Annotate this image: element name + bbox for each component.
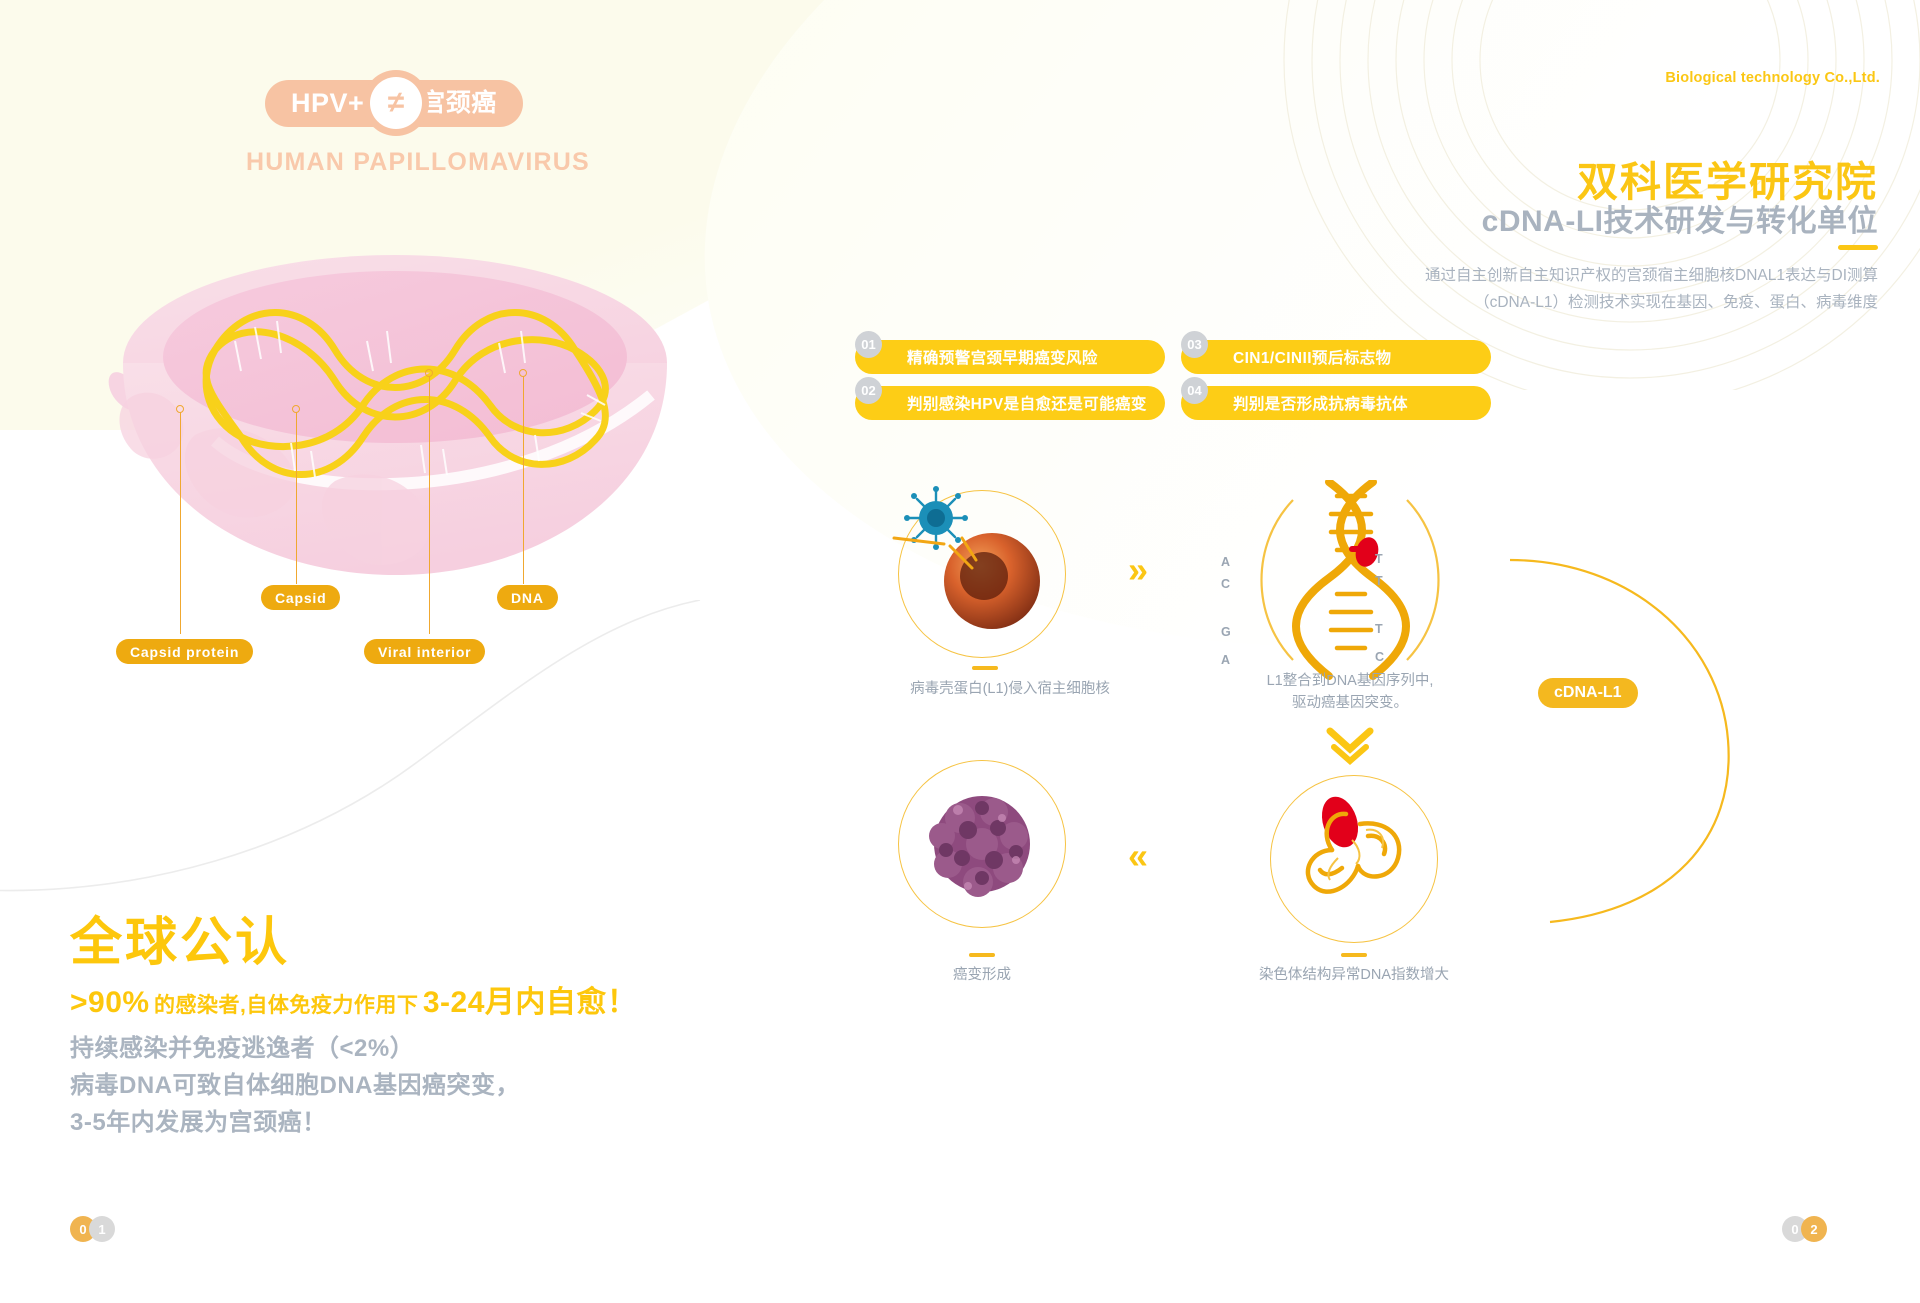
pager-right: 0 2 [1782, 1216, 1827, 1242]
description-line-1: 通过自主创新自主知识产权的宫颈宿主细胞核DNAL1表达与DI测算 [1425, 267, 1878, 284]
step2-dna-illustration [1260, 480, 1440, 680]
arrow-down-icon [1326, 727, 1374, 765]
leader-line-capsid-protein [180, 412, 182, 634]
hpv-badge: HPV+ 宫颈癌 ≠ [265, 70, 523, 136]
feature-pill-04[interactable]: 04 判别是否形成抗病毒抗体 [1181, 377, 1491, 420]
process-connector-curve [1509, 558, 1730, 924]
step4-circle-frame [898, 760, 1066, 928]
description-line-2: （cDNA-L1）检测技术实现在基因、免疫、蛋白、病毒维度 [1474, 294, 1878, 312]
institute-description: 通过自主创新自主知识产权的宫颈宿主细胞核DNAL1表达与DI测算 （cDNA-L… [1258, 262, 1878, 316]
step2-caption-line-1: L1整合到DNA基因序列中, [1266, 673, 1434, 689]
step4-caption-rule [969, 953, 995, 957]
not-equal-icon: ≠ [363, 70, 429, 136]
leader-line-viral-interior [429, 376, 431, 634]
corporate-line: Biological technology Co.,Ltd. [1665, 70, 1880, 86]
leader-line-capsid [296, 412, 298, 584]
hpv-badge-left-text: HPV+ [291, 88, 365, 118]
base-letter-right-1: T [1375, 574, 1383, 588]
institute-subtitle: cDNA-LI技术研发与转化单位 [1481, 205, 1878, 238]
arrow-left-icon: « [1128, 835, 1149, 876]
title-underline-rule [1838, 245, 1878, 250]
promo-percent: >90% [70, 986, 150, 1019]
base-letter-left-3: A [1221, 653, 1231, 667]
feature-pill-grid: 01 精确预警宫颈早期癌变风险 03 CIN1/CINII预后标志物 02 判别… [855, 331, 1495, 432]
hpv-badge-right-text: 宫颈癌 [420, 89, 497, 117]
arrow-right-icon: » [1128, 549, 1149, 590]
base-letter-left-1: C [1221, 577, 1231, 591]
promo-subhead-mid: 的感染者,自体免疫力作用下 [154, 994, 419, 1017]
feature-pill-03[interactable]: 03 CIN1/CINII预后标志物 [1181, 331, 1491, 374]
promo-period: 3-24月内自愈！ [422, 986, 638, 1019]
feature-label-01: 精确预警宫颈早期癌变风险 [907, 350, 1098, 367]
feature-pill-row-1: 01 精确预警宫颈早期癌变风险 03 CIN1/CINII预后标志物 [855, 331, 1495, 374]
promo-body-line-3: 3-5年内发展为宫颈癌！ [70, 1109, 327, 1137]
cdna-l1-label: cDNA-L1 [1538, 678, 1638, 708]
step1-illustration [892, 486, 1040, 629]
step1-caption-rule [972, 666, 998, 670]
step3-circle-frame [1270, 775, 1438, 943]
feature-label-04: 判别是否形成抗病毒抗体 [1233, 396, 1408, 413]
decorative-swirl-line [0, 600, 701, 892]
tag-capsid: Capsid [261, 585, 341, 610]
pager-left-second: 1 [89, 1216, 115, 1242]
hpv-subtitle: HUMAN PAPILLOMAVIRUS [246, 148, 590, 176]
promo-subhead: >90% 的感染者,自体免疫力作用下 3-24月内自愈！ [70, 977, 637, 1021]
tag-viral-interior: Viral interior [364, 639, 486, 664]
institute-title: 双科医学研究院 [1577, 159, 1878, 205]
feature-label-02: 判别感染HPV是自愈还是可能癌变 [907, 396, 1147, 413]
base-letter-left-2: G [1221, 625, 1231, 639]
step4-tumour-illustration [929, 796, 1030, 897]
base-letter-left-0: A [1221, 555, 1231, 569]
feature-pill-02[interactable]: 02 判别感染HPV是自愈还是可能癌变 [855, 377, 1165, 420]
feature-pill-01[interactable]: 01 精确预警宫颈早期癌变风险 [855, 331, 1165, 374]
feature-number-02: 02 [855, 377, 882, 404]
feature-number-03: 03 [1181, 331, 1208, 358]
step1-caption: 病毒壳蛋白(L1)侵入宿主细胞核 [910, 681, 1110, 697]
promo-body-line-1: 持续感染并免疫逃逸者（<2%） [70, 1035, 415, 1062]
promo-body: 持续感染并免疫逃逸者（<2%） 病毒DNA可致自体细胞DNA基因癌突变， 3-5… [70, 1030, 520, 1142]
base-letter-right-3: C [1375, 650, 1385, 664]
virus-illustration [108, 255, 667, 575]
tag-dna: DNA [497, 585, 558, 610]
feature-number-01: 01 [855, 331, 882, 358]
promo-body-line-2: 病毒DNA可致自体细胞DNA基因癌突变， [70, 1072, 520, 1100]
step1-circle-frame [898, 490, 1066, 658]
step3-caption: 染色体结构异常DNA指数增大 [1258, 967, 1450, 983]
not-equal-glyph: ≠ [370, 77, 422, 129]
decorative-arcs [1283, 0, 1920, 390]
process-diagram: 病毒壳蛋白(L1)侵入宿主细胞核 » [870, 470, 1880, 1160]
feature-label-03: CIN1/CINII预后标志物 [1233, 350, 1392, 367]
tag-capsid-protein: Capsid protein [116, 639, 254, 664]
hpv-badge-pill: HPV+ 宫颈癌 ≠ [265, 70, 523, 136]
step2-caption-line-2: 驱动癌基因突变。 [1292, 695, 1408, 712]
promo-headline: 全球公认 [70, 914, 291, 972]
step3-caption-rule [1341, 953, 1367, 957]
base-letter-right-0: T [1375, 552, 1383, 566]
feature-number-04: 04 [1181, 377, 1208, 404]
base-letter-right-2: T [1375, 622, 1383, 636]
pager-right-second: 2 [1801, 1216, 1827, 1242]
step2-caption: L1整合到DNA基因序列中, 驱动癌基因突变。 [1210, 670, 1490, 715]
step4-caption: 癌变形成 [953, 967, 1011, 983]
pager-left: 0 1 [70, 1216, 115, 1242]
step3-chromosome-illustration [1305, 796, 1402, 894]
feature-pill-row-2: 02 判别感染HPV是自愈还是可能癌变 04 判别是否形成抗病毒抗体 [855, 377, 1495, 420]
leader-line-dna [523, 376, 525, 584]
